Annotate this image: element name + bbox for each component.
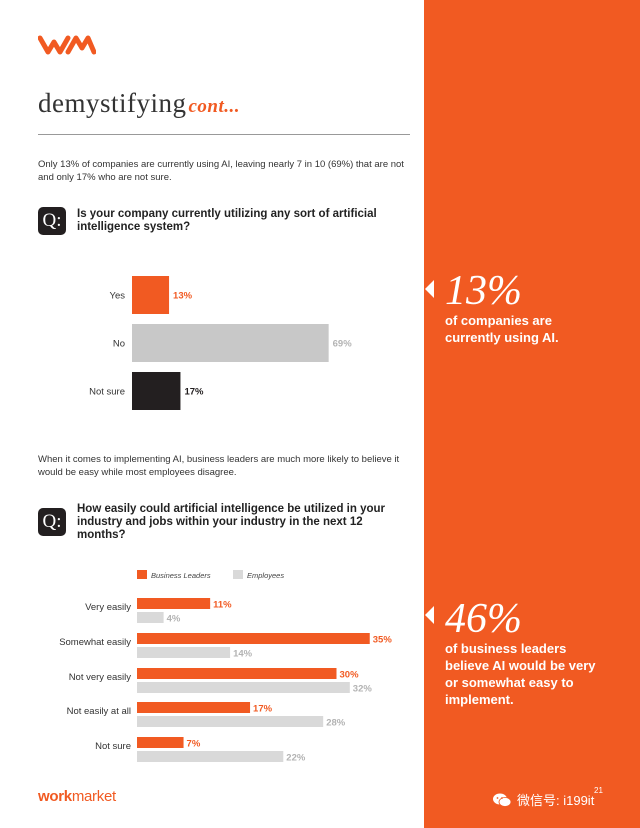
- chart2-bar-employees: [137, 751, 284, 762]
- callout-1: 13% of companies are currently using AI.: [445, 270, 585, 346]
- watermark: 微信号: i199it: [492, 790, 594, 809]
- chart2-value-label: 22%: [286, 753, 306, 764]
- intro-paragraph-2: When it comes to implementing AI, busine…: [38, 454, 400, 478]
- question-text-1: Is your company currently utilizing any …: [77, 208, 377, 233]
- callout-arrow-1: [425, 280, 434, 298]
- workmarket-logo-icon: [38, 35, 96, 55]
- chart2-category-label: Not very easily: [69, 672, 132, 683]
- chart2-bar-business-leaders: [137, 737, 184, 748]
- callout-1-value: 13%: [445, 268, 522, 314]
- chart2-category-label: Very easily: [85, 602, 131, 613]
- chart1-bar: [132, 372, 181, 410]
- chart2-value-label: 32%: [353, 684, 373, 695]
- chart1-bar: [132, 276, 170, 314]
- wechat-icon: [493, 793, 512, 807]
- chart1-value-label: 13%: [173, 291, 193, 302]
- callout-1-text: of companies are currently using AI.: [445, 313, 559, 345]
- chart1-bar: [132, 324, 329, 362]
- chart2-category-label: Not sure: [95, 741, 131, 752]
- chart2-value-label: 11%: [213, 600, 232, 611]
- chart2-bar-business-leaders: [137, 598, 211, 609]
- footer-brand-2: market: [71, 788, 116, 805]
- orange-sidebar: [424, 0, 640, 828]
- chart2-bar-business-leaders: [137, 702, 251, 713]
- chart2-value-label: 28%: [326, 718, 346, 729]
- page-number: 21: [594, 786, 603, 795]
- chart2-value-label: 30%: [340, 670, 360, 681]
- watermark-text: 微信号: i199it: [517, 793, 595, 808]
- chart2-bar-business-leaders: [137, 633, 370, 644]
- chart1-category-label: Yes: [110, 291, 126, 302]
- chart2-bar-employees: [137, 612, 164, 623]
- callout-2: 46% of business leaders believe AI would…: [445, 598, 605, 708]
- question-text-2: How easily could artificial intelligence…: [77, 503, 386, 541]
- chart2-value-label: 17%: [253, 704, 273, 715]
- chart2-value-label: 14%: [233, 649, 253, 660]
- chart2-value-label: 7%: [187, 739, 201, 750]
- chart2-bar-employees: [137, 716, 324, 727]
- footer-brand-1: work: [38, 788, 72, 805]
- intro-paragraph-1: Only 13% of companies are currently usin…: [38, 159, 404, 183]
- title-divider: [38, 134, 410, 135]
- chart2-value-label: 35%: [373, 635, 393, 646]
- legend-swatch-business-leaders: [137, 570, 147, 579]
- chart2-bar-employees: [137, 647, 231, 658]
- chart2-category-label: Somewhat easily: [59, 637, 131, 648]
- footer-logo: workmarket: [38, 788, 116, 805]
- legend-label-business-leaders: Business Leaders: [151, 571, 211, 580]
- chart1-category-label: No: [113, 339, 125, 350]
- callout-arrow-2: [425, 606, 434, 624]
- chart2-bar-employees: [137, 682, 350, 693]
- callout-2-value: 46%: [445, 596, 522, 642]
- page-title: demystifying cont...: [38, 88, 240, 119]
- chart1-value-label: 69%: [333, 339, 353, 350]
- chart1-category-label: Not sure: [89, 387, 125, 398]
- chart1-value-label: 17%: [184, 387, 204, 398]
- page-title-main: demystifying: [38, 88, 187, 118]
- legend-swatch-employees: [233, 570, 243, 579]
- legend-label-employees: Employees: [247, 571, 284, 580]
- callout-2-text: of business leaders believe AI would be …: [445, 641, 596, 707]
- question-badge-1: Q:: [38, 207, 66, 235]
- chart2-category-label: Not easily at all: [67, 706, 131, 717]
- chart2-bar-business-leaders: [137, 668, 337, 679]
- chart2-value-label: 4%: [167, 614, 181, 625]
- question-badge-2: Q:: [38, 508, 66, 536]
- page-title-suffix: cont...: [188, 96, 241, 117]
